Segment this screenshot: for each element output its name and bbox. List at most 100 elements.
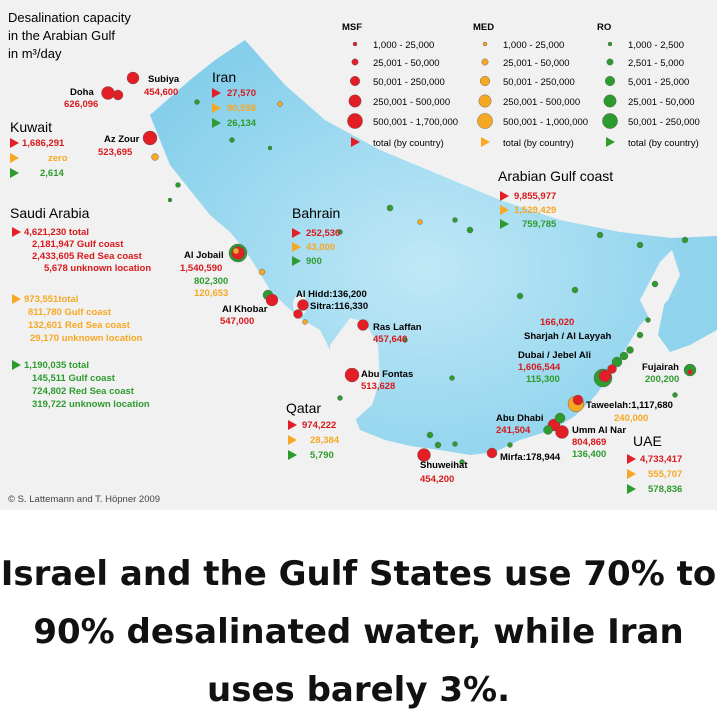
marker-iran-ro-3 bbox=[267, 145, 273, 151]
legend-msf-item-3: 50,001 - 250,000 bbox=[373, 77, 445, 88]
marker-abu-fontas-msf bbox=[344, 367, 360, 383]
legend-med-item-2: 25,001 - 50,000 bbox=[503, 58, 570, 69]
caption: Israel and the Gulf States use 70% to 90… bbox=[0, 545, 717, 719]
map-title-line-3: in m³/day bbox=[8, 46, 62, 61]
site-abu-dhabi-name: Abu Dhabi bbox=[496, 413, 544, 424]
marker-iran-ro-11 bbox=[571, 286, 579, 294]
legend-ro-item-4: 25,001 - 50,000 bbox=[628, 97, 695, 108]
marker-dubai-msf bbox=[598, 369, 612, 383]
legend-msf-title: MSF bbox=[342, 22, 362, 33]
marker-uae-ro-4 bbox=[459, 459, 465, 465]
site-fujairah-name: Fujairah bbox=[642, 362, 679, 373]
total-triangle-gulf-coast-med bbox=[500, 205, 509, 215]
legend-med-symbol-3 bbox=[480, 75, 491, 86]
legend-ro-item-3: 5,001 - 25,000 bbox=[628, 77, 689, 88]
saudi-msf-redsea: 2,433,605 Red Sea coast bbox=[32, 251, 143, 262]
saudi-med-total: 973,551total bbox=[24, 294, 78, 305]
legend-symbols bbox=[347, 41, 618, 147]
marker-iran-med-1 bbox=[277, 101, 283, 107]
legend-med-total: total (by country) bbox=[503, 138, 574, 149]
site-al-khobar-value: 547,000 bbox=[220, 316, 254, 327]
marker-mirfa-msf bbox=[486, 447, 498, 459]
total-triangle-bahrain-ro bbox=[292, 256, 301, 266]
legend-msf-symbol-3 bbox=[350, 75, 361, 86]
site-al-khobar-name: Al Khobar bbox=[222, 304, 268, 315]
marker-uae-ro-6 bbox=[672, 392, 678, 398]
marker-subiya-msf bbox=[126, 71, 140, 85]
marker-bahrain-med bbox=[302, 319, 308, 325]
site-ras-laffan-value: 457,640 bbox=[373, 334, 407, 345]
total-triangle-kuwait-msf bbox=[10, 138, 19, 148]
legend-ro-symbol-3 bbox=[605, 75, 616, 86]
marker-ras-laffan-msf bbox=[357, 319, 369, 331]
total-triangle-gulf-coast-ro bbox=[500, 219, 509, 229]
site-az-zour-value: 523,695 bbox=[98, 147, 133, 158]
site-umm-al-nar-ro: 136,400 bbox=[572, 449, 606, 460]
site-al-jobail-med: 802,300 bbox=[194, 276, 228, 287]
gulf-coast-med: 1,529,429 bbox=[514, 205, 556, 216]
legend-med-symbol-5 bbox=[477, 113, 493, 129]
legend-msf-symbol-5 bbox=[347, 113, 363, 129]
legend-ro-symbol-1 bbox=[607, 41, 613, 47]
marker-umm-al-nar-msf bbox=[555, 425, 569, 439]
marker-jobail-med bbox=[232, 247, 240, 255]
marker-sharjah-ro-3 bbox=[626, 346, 634, 354]
total-triangle-uae-ro bbox=[627, 484, 636, 494]
plant-markers bbox=[101, 71, 697, 465]
site-dubai-msf: 1,606,544 bbox=[518, 362, 561, 373]
marker-sitra-msf bbox=[293, 309, 303, 319]
total-triangle-kuwait-ro bbox=[10, 168, 19, 178]
gulf-of-oman bbox=[658, 236, 717, 352]
qatar-msf: 974,222 bbox=[302, 420, 336, 431]
marker-qatar-ro-3 bbox=[402, 337, 408, 343]
marker-az-zour-med bbox=[151, 153, 159, 161]
marker-kw-ro-2 bbox=[167, 197, 173, 203]
site-taweelah: Taweelah:1,117,680 bbox=[586, 400, 673, 411]
kuwait-msf: 1,686,291 bbox=[22, 138, 65, 149]
marker-khobar-med bbox=[258, 268, 266, 276]
total-triangle-qatar-ro bbox=[288, 450, 297, 460]
legend-med-symbol-1 bbox=[482, 41, 488, 47]
marker-uae-ro-2 bbox=[434, 441, 442, 449]
iran-ro: 26,134 bbox=[227, 118, 257, 129]
site-taweelah-med: 240,000 bbox=[614, 413, 648, 424]
saudi-msf-total: 4,621,230 total bbox=[24, 227, 89, 238]
marker-uae-ro-3 bbox=[452, 441, 458, 447]
country-kuwait: Kuwait bbox=[10, 119, 52, 135]
map-credit: © S. Lattemann and T. Höpner 2009 bbox=[8, 494, 160, 505]
total-triangle-kuwait-med bbox=[10, 153, 19, 163]
gulf-sea bbox=[150, 40, 700, 455]
marker-doha-msf bbox=[101, 86, 115, 100]
marker-iran-ro-8 bbox=[636, 241, 644, 249]
uae-med: 555,707 bbox=[648, 469, 682, 480]
site-subiya-value: 454,600 bbox=[144, 87, 178, 98]
site-dubai-name: Dubai / Jebel Ali bbox=[518, 350, 591, 361]
site-al-jobail-msf: 1,540,590 bbox=[180, 263, 222, 274]
iran-med: 90,558 bbox=[227, 103, 256, 114]
saudi-med-unknown: 29,170 unknown location bbox=[30, 333, 143, 344]
marker-iran-ro-5 bbox=[452, 217, 458, 223]
marker-iran-ro-7 bbox=[596, 231, 604, 239]
saudi-ro-gulf: 145,511 Gulf coast bbox=[32, 373, 116, 384]
kuwait-med: zero bbox=[48, 153, 68, 164]
kuwait-ro: 2,614 bbox=[40, 168, 64, 179]
total-triangle-qatar-med bbox=[288, 435, 297, 445]
total-triangle-saudi-med bbox=[12, 294, 21, 304]
caption-line-2: 90% desalinated water, while Iran bbox=[33, 612, 684, 652]
marker-kw-ro-1 bbox=[175, 182, 181, 188]
total-triangle-iran-ro bbox=[212, 118, 221, 128]
marker-uae-ro-1 bbox=[426, 431, 434, 439]
marker-az-zour-msf bbox=[142, 130, 158, 146]
saudi-ro-redsea: 724,802 Red Sea coast bbox=[32, 386, 135, 397]
qatar-med: 28,384 bbox=[310, 435, 340, 446]
gulf-coast-ro: 759,785 bbox=[522, 219, 557, 230]
bahrain-med: 43,000 bbox=[306, 242, 335, 253]
marker-uae-ro-5 bbox=[507, 442, 513, 448]
legend-med-item-1: 1,000 - 25,000 bbox=[503, 40, 564, 51]
region-arabian-gulf-coast: Arabian Gulf coast bbox=[498, 168, 613, 184]
country-bahrain: Bahrain bbox=[292, 205, 340, 221]
site-umm-al-nar-name: Umm Al Nar bbox=[572, 425, 626, 436]
desalination-map: Desalination capacity in the Arabian Gul… bbox=[0, 0, 717, 510]
total-triangle-qatar-msf bbox=[288, 420, 297, 430]
bahrain-ro: 900 bbox=[306, 256, 322, 267]
